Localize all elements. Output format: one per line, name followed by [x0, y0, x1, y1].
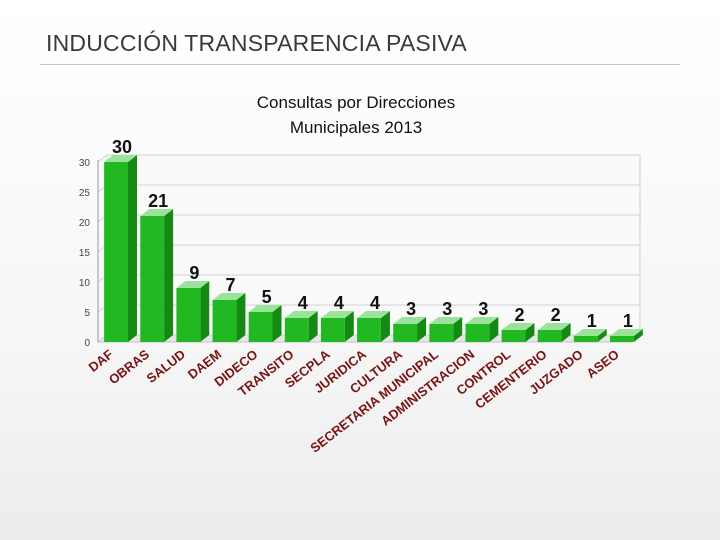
- bar-control: [501, 323, 535, 342]
- bar-value-label: 2: [515, 305, 525, 325]
- bar-front: [393, 324, 418, 342]
- bar-side: [308, 311, 318, 342]
- bar-value-label: 1: [587, 311, 597, 331]
- bar-front: [104, 162, 128, 342]
- bar-front: [465, 324, 490, 342]
- gridline: [97, 154, 640, 163]
- bar-daf: [104, 155, 137, 342]
- bar-secpla: [320, 311, 354, 342]
- bar-secretaria-municipal: [429, 317, 463, 342]
- bar-top: [212, 293, 246, 300]
- bar-cementerio: [537, 323, 571, 342]
- bar-front: [176, 288, 201, 342]
- bar-front: [357, 318, 381, 342]
- bar-side: [489, 317, 499, 342]
- bar-value-label: 21: [148, 191, 168, 211]
- bar-side: [380, 311, 390, 342]
- bar-front: [248, 312, 273, 342]
- bar-value-label: 4: [370, 293, 380, 313]
- bar-value-label: 4: [334, 293, 344, 313]
- category-label: SALUD: [144, 347, 189, 386]
- bar-side: [272, 305, 282, 342]
- bar-administracion: [465, 317, 499, 342]
- bar-side: [633, 329, 643, 342]
- bar-value-label: 7: [225, 275, 235, 295]
- category-label: ASEO: [584, 347, 622, 382]
- bar-cultura: [393, 317, 427, 342]
- bar-front: [573, 336, 598, 342]
- bar-value-label: 3: [478, 299, 488, 319]
- bar-side: [236, 293, 246, 342]
- bar-side: [127, 155, 137, 342]
- chart-title-line-1: Consultas por Direcciones: [257, 93, 455, 112]
- bar-top: [357, 311, 390, 318]
- bar-side: [164, 209, 174, 342]
- title-divider: [40, 64, 680, 65]
- bar-front: [429, 324, 454, 342]
- bar-top: [429, 317, 463, 324]
- y-tick-label: 25: [79, 188, 91, 199]
- y-tick-label: 15: [79, 248, 91, 259]
- bar-top: [393, 317, 427, 324]
- bar-top: [140, 209, 174, 216]
- bar-front: [537, 330, 562, 342]
- bar-value-label: 3: [442, 299, 452, 319]
- bar-value-label: 9: [189, 263, 199, 283]
- slide-title: INDUCCIÓN TRANSPARENCIA PASIVA: [46, 30, 467, 56]
- y-tick-label: 20: [79, 218, 91, 229]
- bar-front: [610, 336, 634, 342]
- chart-title-line-2: Municipales 2013: [290, 118, 422, 137]
- bar-top: [320, 311, 354, 318]
- category-label: OBRAS: [106, 346, 152, 387]
- y-tick-label: 30: [79, 158, 91, 169]
- bar-daem: [212, 293, 246, 342]
- bar-front: [212, 300, 237, 342]
- bar-value-label: 1: [623, 311, 633, 331]
- bar-top: [248, 305, 282, 312]
- bar-top: [501, 323, 535, 330]
- bar-top: [537, 323, 571, 330]
- bar-side: [344, 311, 354, 342]
- bar-front: [140, 216, 165, 342]
- bar-top: [284, 311, 318, 318]
- bar-value-label: 3: [406, 299, 416, 319]
- bar-transito: [284, 311, 318, 342]
- bar-side: [525, 323, 535, 342]
- bar-obras: [140, 209, 174, 342]
- bar-top: [610, 329, 643, 336]
- bar-aseo: [610, 329, 643, 342]
- bar-front: [320, 318, 345, 342]
- bar-value-label: 4: [298, 293, 308, 313]
- bar-side: [561, 323, 571, 342]
- bar-value-label: 2: [551, 305, 561, 325]
- bar-side: [453, 317, 463, 342]
- bar-top: [176, 281, 210, 288]
- bar-value-label: 5: [262, 287, 272, 307]
- y-tick-label: 0: [84, 338, 90, 349]
- y-tick-label: 5: [84, 308, 90, 319]
- bar-side: [417, 317, 427, 342]
- bar-juzgado: [573, 329, 607, 342]
- bar-juridica: [357, 311, 390, 342]
- bar-salud: [176, 281, 210, 342]
- bar-value-label: 30: [112, 137, 132, 157]
- bar-side: [200, 281, 210, 342]
- bar-top: [465, 317, 499, 324]
- bar-top: [104, 155, 137, 162]
- y-tick-label: 10: [79, 278, 91, 289]
- bar-front: [501, 330, 526, 342]
- bar-front: [284, 318, 309, 342]
- bar-side: [597, 329, 607, 342]
- bar-top: [573, 329, 607, 336]
- bar-dideco: [248, 305, 282, 342]
